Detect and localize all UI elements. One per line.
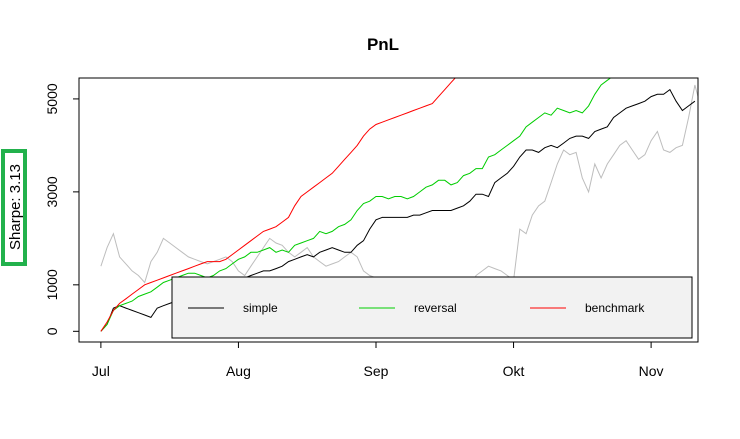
y-tick-label: 1000	[44, 269, 60, 300]
sharpe-box	[1, 149, 27, 266]
series-line-reversal	[100, 78, 612, 332]
y-tick-label: 5000	[44, 83, 60, 114]
x-tick-label: Aug	[226, 363, 251, 379]
y-axis: 0 1000 3000 5000	[44, 83, 80, 335]
legend-label-benchmark: benchmark	[585, 301, 645, 315]
legend-box	[171, 276, 693, 339]
y-tick-label: 0	[44, 327, 60, 335]
legend-label-simple: simple	[243, 301, 278, 315]
y-tick-label: 3000	[44, 176, 60, 207]
background-series-line	[100, 84, 698, 305]
x-axis: Jul Aug Sep Okt Nov	[92, 341, 664, 379]
sharpe-annotation: Sharpe: 3.13	[1, 149, 27, 266]
x-tick-label: Nov	[639, 363, 664, 379]
legend: simple reversal benchmark	[171, 276, 693, 339]
x-tick-label: Jul	[92, 363, 110, 379]
series-line-benchmark	[100, 78, 456, 332]
chart-title: PnL	[367, 35, 399, 54]
x-tick-label: Okt	[503, 363, 525, 379]
sharpe-label: Sharpe: 3.13	[7, 164, 24, 250]
legend-label-reversal: reversal	[414, 301, 457, 315]
x-tick-label: Sep	[364, 363, 389, 379]
